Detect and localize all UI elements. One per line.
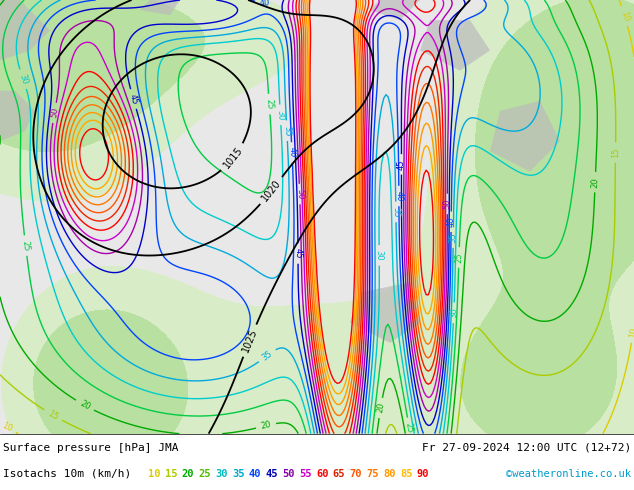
Text: 30: 30 — [215, 469, 228, 479]
Text: 35: 35 — [449, 232, 458, 243]
Text: 15: 15 — [611, 147, 620, 158]
Text: 30: 30 — [276, 109, 285, 121]
Text: 45: 45 — [294, 248, 302, 259]
Text: 20: 20 — [260, 420, 272, 431]
Text: 35: 35 — [391, 206, 401, 217]
Text: 60: 60 — [316, 469, 328, 479]
Text: 30: 30 — [375, 250, 384, 261]
Polygon shape — [490, 101, 560, 172]
Text: 10: 10 — [619, 9, 630, 22]
Text: 40: 40 — [287, 147, 297, 158]
Text: Isotachs 10m (km/h): Isotachs 10m (km/h) — [3, 469, 131, 479]
Text: Surface pressure [hPa] JMA: Surface pressure [hPa] JMA — [3, 443, 179, 453]
Text: 65: 65 — [333, 469, 346, 479]
Text: 20: 20 — [181, 469, 194, 479]
Text: 10: 10 — [0, 421, 13, 434]
Text: 35: 35 — [260, 349, 274, 363]
Text: 1025: 1025 — [240, 327, 259, 354]
Text: 30: 30 — [17, 73, 29, 86]
Text: 35: 35 — [232, 469, 245, 479]
Text: 55: 55 — [299, 469, 312, 479]
Text: 40: 40 — [259, 0, 271, 8]
Text: 45: 45 — [127, 93, 139, 105]
Text: Fr 27-09-2024 12:00 UTC (12+72): Fr 27-09-2024 12:00 UTC (12+72) — [422, 443, 631, 453]
Polygon shape — [0, 0, 50, 60]
Text: 90: 90 — [417, 469, 429, 479]
Polygon shape — [420, 20, 490, 71]
Text: 40: 40 — [249, 469, 261, 479]
Text: 10: 10 — [628, 327, 634, 339]
Text: 20: 20 — [375, 402, 386, 414]
Polygon shape — [140, 0, 180, 15]
Text: 25: 25 — [20, 240, 30, 251]
Text: 45: 45 — [266, 469, 278, 479]
Text: 75: 75 — [366, 469, 379, 479]
Text: 50: 50 — [282, 469, 295, 479]
Text: 1015: 1015 — [222, 145, 245, 171]
Text: 50: 50 — [295, 189, 304, 199]
Text: 25: 25 — [455, 252, 463, 263]
Text: 1020: 1020 — [260, 178, 283, 203]
Text: 25: 25 — [264, 98, 274, 110]
Text: ©weatheronline.co.uk: ©weatheronline.co.uk — [506, 469, 631, 479]
Text: 40: 40 — [394, 191, 403, 201]
Text: 15: 15 — [46, 409, 60, 422]
Text: 30: 30 — [449, 307, 458, 318]
Text: 20: 20 — [590, 177, 600, 188]
Text: 80: 80 — [383, 469, 396, 479]
Text: 35: 35 — [282, 125, 292, 136]
Text: 85: 85 — [400, 469, 413, 479]
Polygon shape — [370, 0, 420, 20]
Text: 70: 70 — [349, 469, 362, 479]
Text: 25: 25 — [404, 422, 415, 434]
Text: 45: 45 — [397, 159, 406, 170]
Text: 10: 10 — [148, 469, 160, 479]
Text: 25: 25 — [198, 469, 211, 479]
Text: 50: 50 — [443, 199, 452, 209]
Text: 15: 15 — [165, 469, 178, 479]
Text: 40: 40 — [446, 217, 456, 227]
Polygon shape — [0, 91, 35, 141]
Polygon shape — [350, 282, 420, 343]
Text: 20: 20 — [78, 399, 91, 412]
Text: 50: 50 — [49, 107, 60, 119]
